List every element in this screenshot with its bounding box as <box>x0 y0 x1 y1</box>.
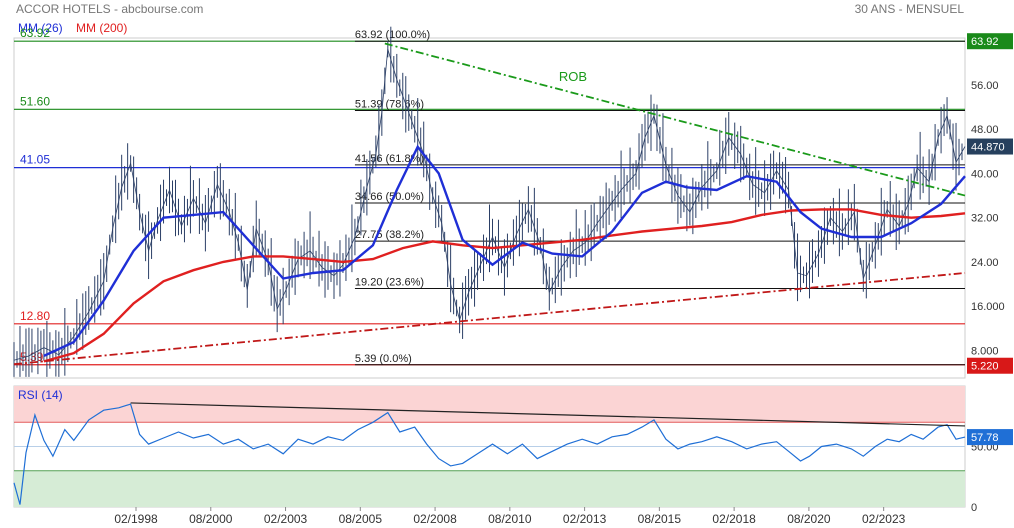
chart-title: ACCOR HOTELS - abcbourse.com <box>16 2 204 16</box>
rsi-title: RSI (14) <box>18 388 63 402</box>
fib-label-2: 41.56 (61.8%) <box>355 153 424 165</box>
trendline-0 <box>384 42 966 197</box>
y-tick-label: 40.00 <box>971 168 999 180</box>
price-badge-2 <box>967 357 1013 374</box>
main-frame <box>13 37 966 379</box>
level-label-3: 12.80 <box>20 309 50 323</box>
x-tick-label: 08/2005 <box>339 512 383 526</box>
trendline-1 <box>13 272 966 366</box>
fib-label-3: 34.66 (50.0%) <box>355 191 424 203</box>
fib-label-6: 5.39 (0.0%) <box>355 353 412 365</box>
level-label-2: 41.05 <box>20 153 50 167</box>
y-tick-label: 56.00 <box>971 80 999 92</box>
y-tick-label: 48.00 <box>971 124 999 136</box>
ma-long-line <box>43 208 966 363</box>
x-tick-label: 02/2018 <box>712 512 756 526</box>
y-tick-label: 32.00 <box>971 213 999 225</box>
x-tick-label: 02/2013 <box>563 512 607 526</box>
rsi-trendline <box>130 402 966 427</box>
fib-label-0: 63.92 (100.0%) <box>355 29 430 41</box>
x-tick-label: 02/2023 <box>862 512 906 526</box>
x-tick-label: 08/2010 <box>488 512 532 526</box>
x-tick-label: 02/1998 <box>114 512 158 526</box>
trendline-label-0: ROB <box>559 69 587 84</box>
price-badge-label-1: 44.870 <box>971 142 1005 154</box>
rsi-y-tick-label: 0 <box>971 502 977 514</box>
price-badge-0 <box>967 33 1013 50</box>
legend-ma-short: MM (26) <box>18 21 63 35</box>
rsi-badge-label: 57.78 <box>971 432 999 444</box>
fib-label-5: 19.20 (23.6%) <box>355 276 424 288</box>
price-badge-label-2: 5.220 <box>971 361 999 373</box>
rsi-badge <box>967 429 1013 446</box>
price-badge-label-0: 63.92 <box>971 36 999 48</box>
ma-short-line <box>43 144 966 357</box>
legend: MM (26) MM (200) <box>18 21 137 35</box>
x-tick-label: 08/2000 <box>189 512 233 526</box>
legend-ma-long: MM (200) <box>76 21 128 35</box>
x-tick-label: 08/2015 <box>638 512 682 526</box>
y-tick-label: 24.00 <box>971 257 999 269</box>
level-label-1: 51.60 <box>20 94 50 108</box>
y-tick-label: 16.000 <box>971 301 1005 313</box>
price-line <box>13 48 966 361</box>
price-badge-1 <box>967 138 1013 155</box>
y-tick-label: 8.000 <box>971 345 999 357</box>
chart-period: 30 ANS - MENSUEL <box>854 2 964 16</box>
x-tick-label: 08/2020 <box>787 512 831 526</box>
x-tick-label: 02/2008 <box>413 512 457 526</box>
fib-label-1: 51.39 (78.6%) <box>355 98 424 110</box>
level-label-0: 63.92 <box>20 26 50 40</box>
fib-label-4: 27.75 (38.2%) <box>355 229 424 241</box>
rsi-line <box>13 403 966 505</box>
rsi-oversold-zone <box>14 470 965 507</box>
x-tick-label: 02/2003 <box>264 512 308 526</box>
